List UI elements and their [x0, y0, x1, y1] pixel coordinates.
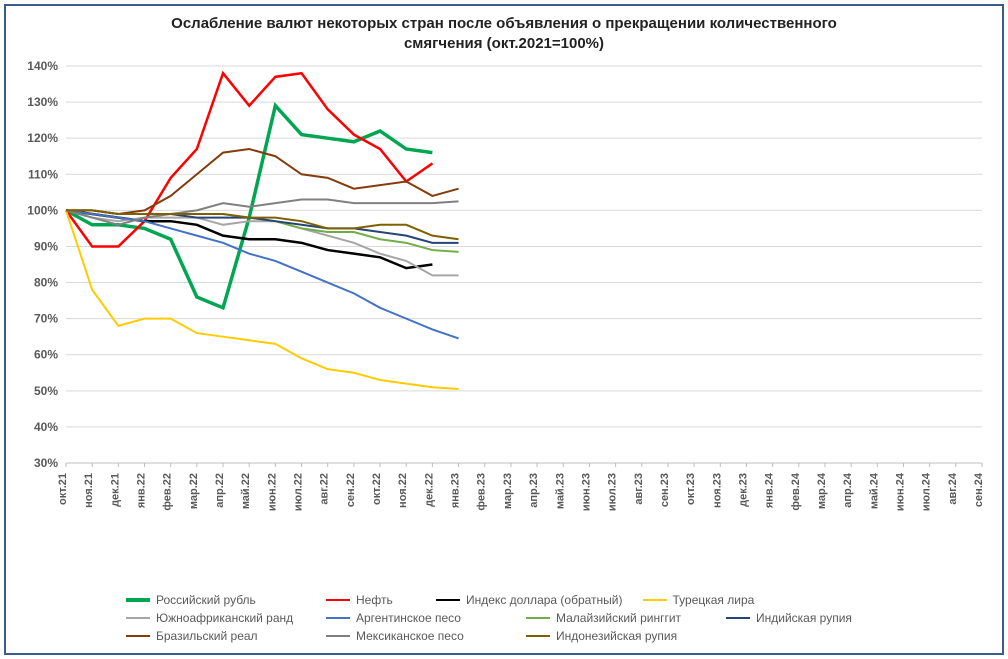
legend-swatch — [126, 635, 150, 637]
series-line — [66, 210, 459, 338]
x-tick-label: май.24 — [868, 472, 880, 509]
legend-label: Индекс доллара (обратный) — [466, 593, 623, 607]
legend-label: Бразильский реал — [156, 629, 258, 643]
x-tick-label: авг.23 — [633, 473, 645, 505]
x-tick-label: ноя.21 — [83, 473, 95, 508]
legend-label: Индонезийская рупия — [556, 629, 677, 643]
y-tick-label: 120% — [27, 131, 58, 145]
x-tick-label: сен.22 — [345, 473, 357, 507]
chart-frame: Ослабление валют некоторых стран после о… — [4, 4, 1004, 655]
x-tick-label: фев.22 — [162, 473, 174, 511]
y-tick-label: 30% — [34, 456, 58, 470]
legend-label: Мексиканское песо — [356, 629, 464, 643]
legend-item: Аргентинское песо — [326, 611, 506, 625]
x-tick-label: дек.23 — [737, 473, 749, 507]
legend-label: Южноафриканский ранд — [156, 611, 293, 625]
x-tick-label: окт.22 — [371, 473, 383, 505]
x-tick-label: фев.24 — [790, 472, 802, 511]
legend-swatch — [726, 617, 750, 619]
legend-item: Индийская рупия — [726, 611, 906, 625]
legend-item: Индонезийская рупия — [526, 629, 706, 643]
legend-swatch — [436, 599, 460, 602]
x-tick-label: май.22 — [240, 473, 252, 509]
x-tick-label: окт.21 — [57, 473, 69, 505]
y-tick-label: 80% — [34, 276, 58, 290]
series-line — [66, 210, 459, 389]
x-tick-label: июл.22 — [293, 473, 305, 511]
y-tick-label: 110% — [28, 167, 58, 181]
legend-label: Нефть — [356, 593, 393, 607]
x-tick-label: апр.24 — [842, 472, 854, 508]
y-tick-label: 70% — [34, 312, 58, 326]
x-tick-label: дек.21 — [109, 473, 121, 507]
x-tick-label: мар.23 — [502, 473, 514, 509]
legend-item: Южноафриканский ранд — [126, 611, 306, 625]
chart-title-line1: Ослабление валют некоторых стран после о… — [171, 15, 837, 32]
x-tick-label: июн.24 — [894, 472, 906, 511]
x-tick-label: янв.23 — [450, 473, 462, 508]
legend-swatch — [326, 617, 350, 619]
plot-svg: 30%40%50%60%70%80%90%100%110%120%130%140… — [66, 66, 982, 523]
legend-label: Турецкая лира — [673, 593, 755, 607]
x-tick-label: сен.23 — [659, 473, 671, 507]
legend-swatch — [326, 599, 350, 602]
y-tick-label: 40% — [34, 420, 58, 434]
y-tick-label: 140% — [27, 59, 58, 73]
legend-item: Бразильский реал — [126, 629, 306, 643]
y-tick-label: 130% — [27, 95, 58, 109]
chart-title-line2: смягчения (окт.2021=100%) — [404, 35, 604, 52]
x-tick-label: июн.22 — [266, 473, 278, 511]
x-tick-label: июн.23 — [580, 473, 592, 511]
y-tick-label: 50% — [34, 384, 58, 398]
chart-title: Ослабление валют некоторых стран после о… — [6, 14, 1002, 53]
y-tick-label: 60% — [34, 348, 58, 362]
x-tick-label: май.23 — [554, 473, 566, 509]
x-tick-label: фев.23 — [476, 473, 488, 511]
x-tick-label: ноя.23 — [711, 473, 723, 508]
x-tick-label: янв.22 — [136, 473, 148, 508]
legend-swatch — [526, 617, 550, 619]
x-tick-label: дек.22 — [423, 473, 435, 507]
legend-item: Нефть — [326, 593, 416, 607]
legend-swatch — [526, 635, 550, 637]
x-tick-label: янв.24 — [764, 472, 776, 508]
x-tick-label: авг.22 — [319, 473, 331, 505]
x-tick-label: мар.22 — [188, 473, 200, 509]
x-tick-label: сен.24 — [973, 472, 985, 507]
legend-item: Индекс доллара (обратный) — [436, 593, 623, 607]
x-tick-label: окт.23 — [685, 473, 697, 505]
legend-label: Российский рубль — [156, 593, 256, 607]
legend-item: Турецкая лира — [643, 593, 823, 607]
legend-item: Малайзийский ринггит — [526, 611, 706, 625]
legend-label: Малайзийский ринггит — [556, 611, 681, 625]
x-tick-label: апр.23 — [528, 473, 540, 508]
x-tick-label: июл.24 — [921, 472, 933, 511]
chart-container: Ослабление валют некоторых стран после о… — [0, 0, 1008, 659]
legend-item: Мексиканское песо — [326, 629, 506, 643]
plot-area: 30%40%50%60%70%80%90%100%110%120%130%140… — [66, 66, 982, 523]
y-tick-label: 90% — [34, 239, 58, 253]
x-tick-label: мар.24 — [816, 472, 828, 509]
legend-swatch — [326, 635, 350, 637]
legend: Российский рубль Нефть Индекс доллара (обр… — [126, 593, 962, 643]
x-tick-label: авг.24 — [947, 472, 959, 505]
legend-label: Индийская рупия — [756, 611, 852, 625]
x-tick-label: ноя.22 — [397, 473, 409, 508]
x-tick-label: июл.23 — [607, 473, 619, 511]
legend-item: Российский рубль — [126, 593, 306, 607]
legend-swatch — [126, 617, 150, 619]
legend-swatch — [126, 598, 150, 602]
x-tick-label: апр.22 — [214, 473, 226, 508]
legend-label: Аргентинское песо — [356, 611, 461, 625]
y-tick-label: 100% — [27, 203, 58, 217]
legend-swatch — [643, 599, 667, 601]
